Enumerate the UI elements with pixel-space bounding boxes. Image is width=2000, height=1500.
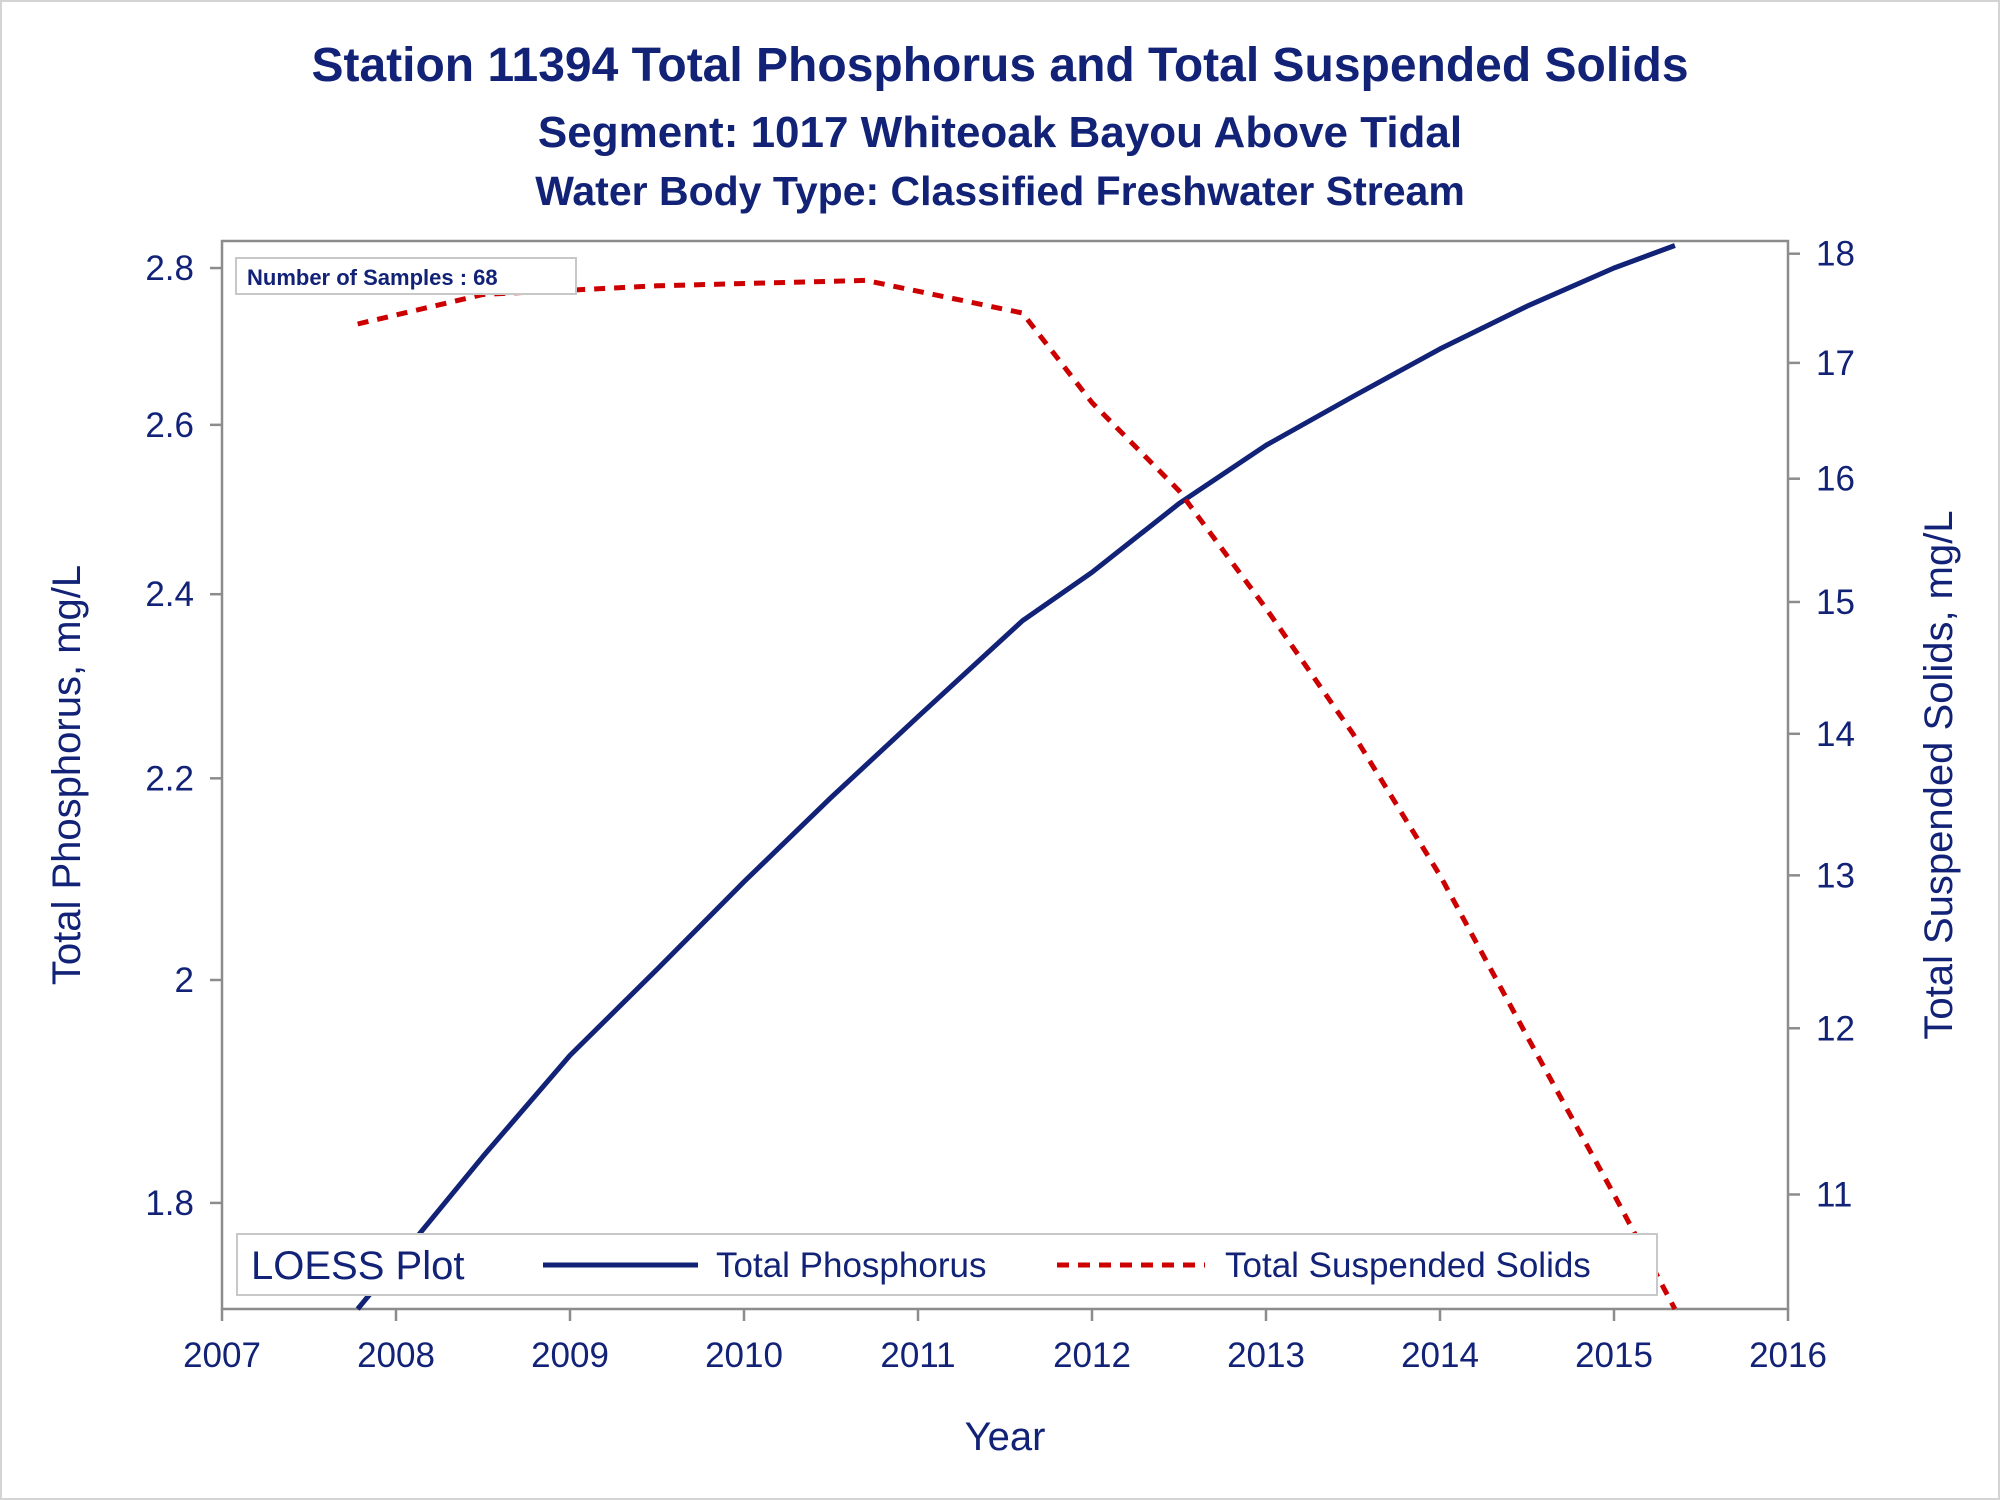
series-line-total-suspended-solids: [357, 277, 1678, 1311]
x-tick-label: 2010: [705, 1336, 783, 1375]
legend: LOESS Plot Total Phosphorus Total Suspen…: [236, 1233, 1658, 1296]
legend-label-total-phosphorus: Total Phosphorus: [716, 1246, 986, 1285]
legend-box: [236, 1233, 1658, 1296]
y2-tick-label: 11: [1816, 1175, 1852, 1214]
y-axis-right: 11 12 13 14 15 16 17 18: [1788, 235, 1855, 1214]
series-line-total-phosphorus: [355, 243, 1676, 1311]
y2-tick-label: 18: [1816, 235, 1855, 274]
y-tick-label: 2.2: [145, 759, 194, 798]
series-layer: [355, 243, 1678, 1311]
x-tick-label: 2016: [1749, 1336, 1827, 1375]
y2-tick-label: 13: [1816, 856, 1855, 895]
x-tick-label: 2012: [1053, 1336, 1131, 1375]
legend-label-total-suspended-solids: Total Suspended Solids: [1225, 1246, 1591, 1285]
plot-area: [220, 239, 1790, 1311]
y-tick-label: 2.6: [145, 406, 194, 445]
chart-title: Station 11394 Total Phosphorus and Total…: [311, 39, 1689, 92]
x-tick-label: 2011: [880, 1336, 955, 1375]
x-axis: 2007 2008 2009 2010 2011 2012 2013 2014 2015 2016: [183, 1309, 1827, 1375]
x-axis-label: Year: [965, 1415, 1046, 1459]
x-tick-label: 2007: [183, 1336, 261, 1375]
y-axis-right-label: Total Suspended Solids, mg/L: [1917, 510, 1961, 1039]
x-tick-label: 2009: [531, 1336, 609, 1375]
sample-count-label: Number of Samples : 68: [247, 265, 498, 290]
y-tick-label: 2.4: [145, 575, 194, 614]
x-tick-label: 2008: [357, 1336, 435, 1375]
y2-tick-label: 12: [1816, 1009, 1855, 1048]
y-tick-label: 2: [175, 961, 194, 1000]
y2-tick-label: 14: [1816, 715, 1855, 754]
y-tick-label: 2.8: [145, 249, 194, 288]
x-tick-label: 2014: [1401, 1336, 1479, 1375]
y-axis-left: 1.8 2 2.2 2.4 2.6 2.8: [145, 249, 222, 1223]
y2-tick-label: 16: [1816, 460, 1855, 499]
y-axis-left-label: Total Phosphorus, mg/L: [45, 565, 89, 985]
x-tick-label: 2013: [1227, 1336, 1305, 1375]
x-tick-label: 2015: [1575, 1336, 1653, 1375]
y-tick-label: 1.8: [145, 1184, 194, 1223]
y2-tick-label: 17: [1816, 344, 1855, 383]
legend-title: LOESS Plot: [251, 1244, 464, 1288]
chart-subtitle-2: Water Body Type: Classified Freshwater S…: [535, 168, 1465, 214]
chart-subtitle: Segment: 1017 Whiteoak Bayou Above Tidal: [537, 108, 1463, 157]
y2-tick-label: 15: [1816, 583, 1855, 622]
sample-count-box: Number of Samples : 68: [235, 257, 577, 295]
